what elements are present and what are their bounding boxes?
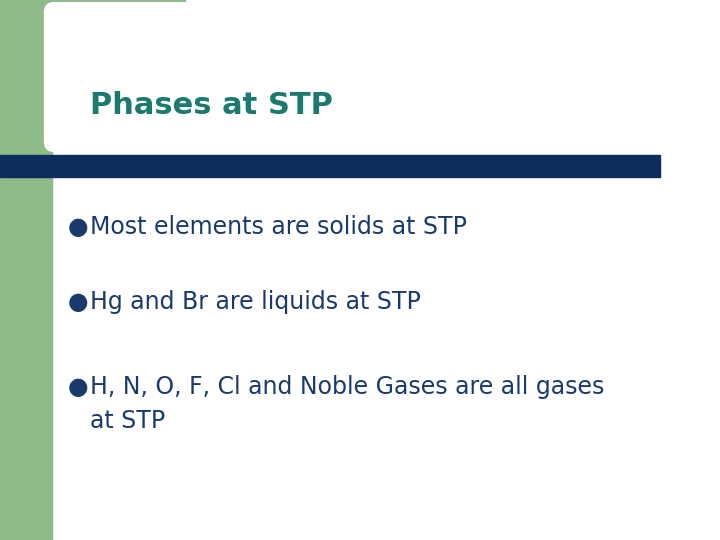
Text: ●: ●	[68, 290, 89, 314]
Text: ●: ●	[68, 375, 89, 399]
Text: Most elements are solids at STP: Most elements are solids at STP	[90, 215, 467, 239]
FancyBboxPatch shape	[44, 2, 720, 152]
Text: Hg and Br are liquids at STP: Hg and Br are liquids at STP	[90, 290, 420, 314]
Bar	[0, 155, 660, 177]
Text: Phases at STP: Phases at STP	[90, 91, 333, 120]
Text: ●: ●	[68, 215, 89, 239]
Text: H, N, O, F, Cl and Noble Gases are all gases
at STP: H, N, O, F, Cl and Noble Gases are all g…	[90, 375, 604, 433]
Bar	[0, 0, 52, 540]
Bar	[0, 0, 185, 130]
